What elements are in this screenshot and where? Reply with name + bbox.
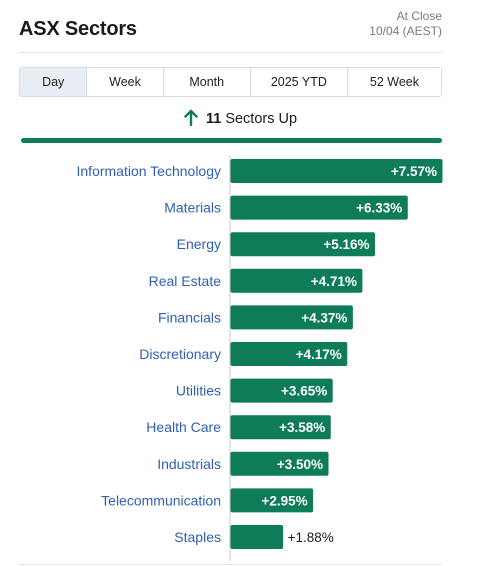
tab-day[interactable]: Day <box>20 68 88 96</box>
sector-label[interactable]: Financials <box>158 309 221 325</box>
sector-value-label: +4.71% <box>311 274 357 289</box>
period-tabs: Day Week Month 2025 YTD 52 Week <box>19 67 442 97</box>
sector-bar <box>230 451 329 476</box>
sector-value-label: +3.65% <box>281 384 327 399</box>
sector-label[interactable]: Staples <box>174 529 221 545</box>
sector-label[interactable]: Health Care <box>146 419 221 435</box>
sector-bar <box>230 525 284 549</box>
sector-value-label: +4.17% <box>296 347 342 362</box>
tab-month[interactable]: Month <box>163 68 251 96</box>
sector-label[interactable]: Utilities <box>176 383 221 399</box>
sector-label[interactable]: Discretionary <box>139 346 221 362</box>
tab-2025-ytd[interactable]: 2025 YTD <box>250 68 348 96</box>
sector-label[interactable]: Telecommunication <box>101 492 221 508</box>
arrow-up-icon <box>184 109 198 127</box>
sector-label[interactable]: Information Technology <box>77 163 222 179</box>
header: ASX Sectors At Close 10/04 (AEST) <box>19 8 442 53</box>
sector-value-label: +3.58% <box>279 420 325 435</box>
sector-bar <box>230 159 443 183</box>
page-title: ASX Sectors <box>19 18 137 40</box>
sector-value-label: +7.57% <box>391 164 437 179</box>
sectors-up-count: 11 <box>205 111 222 127</box>
sectors-up-label: Sectors Up <box>225 111 298 127</box>
as-of-timestamp: At Close 10/04 (AEST) <box>369 9 442 39</box>
sector-value-label: +3.50% <box>277 457 323 472</box>
sector-value-label: +4.37% <box>301 310 347 325</box>
sectors-up-bar <box>21 138 442 143</box>
sector-bar <box>230 195 408 220</box>
sector-value-label: +5.16% <box>323 237 369 252</box>
as-of-line-2: 10/04 (AEST) <box>369 24 442 38</box>
tab-week[interactable]: Week <box>87 68 164 96</box>
sectors-up-summary: 11 Sectors Up <box>0 108 479 130</box>
sector-value-label: +6.33% <box>356 201 402 216</box>
sector-bar <box>230 342 348 366</box>
sector-bar <box>230 305 353 330</box>
footer-divider <box>19 564 442 565</box>
as-of-line-1: At Close <box>396 9 442 23</box>
sector-bar <box>230 378 333 403</box>
sector-bar-chart: Information Technology +7.57% Materials +6.… <box>77 155 443 561</box>
sector-bar <box>230 415 331 440</box>
sector-value-label: +2.95% <box>261 493 307 508</box>
sector-bar <box>230 268 363 293</box>
sector-value-label: +1.88% <box>288 530 334 545</box>
sector-label[interactable]: Industrials <box>157 456 221 472</box>
sector-label[interactable]: Energy <box>177 236 221 252</box>
tab-52-week[interactable]: 52 Week <box>347 68 441 96</box>
sector-label[interactable]: Real Estate <box>149 273 222 289</box>
sector-bar <box>230 488 314 513</box>
sector-label[interactable]: Materials <box>164 200 221 216</box>
sector-bar <box>230 232 376 257</box>
